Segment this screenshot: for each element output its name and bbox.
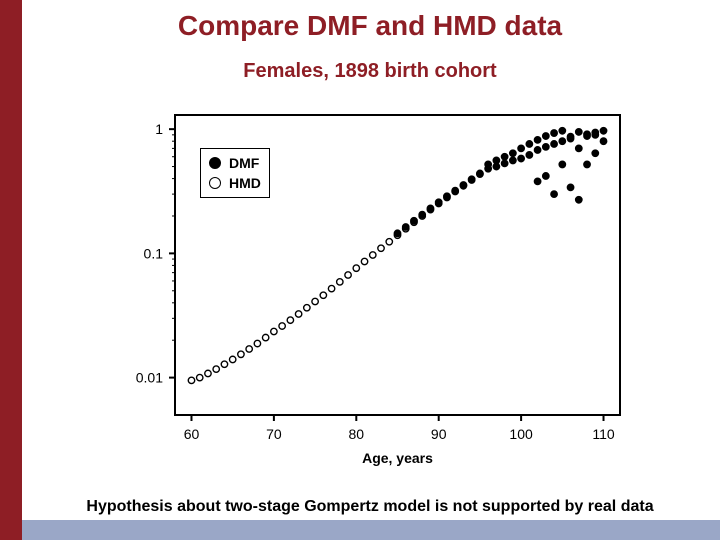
svg-text:1: 1 xyxy=(155,121,163,137)
svg-text:100: 100 xyxy=(509,426,533,442)
svg-text:60: 60 xyxy=(184,426,200,442)
svg-text:0.01: 0.01 xyxy=(136,370,163,386)
legend-label: DMF xyxy=(229,153,259,173)
svg-text:70: 70 xyxy=(266,426,282,442)
chart-legend: DMF HMD xyxy=(200,148,270,198)
svg-text:110: 110 xyxy=(592,426,615,442)
svg-text:Age, years: Age, years xyxy=(362,450,433,466)
legend-item-dmf: DMF xyxy=(209,153,261,173)
svg-text:80: 80 xyxy=(349,426,365,442)
open-circle-icon xyxy=(209,177,221,189)
bottom-accent-bar xyxy=(22,520,720,540)
legend-item-hmd: HMD xyxy=(209,173,261,193)
filled-circle-icon xyxy=(209,157,221,169)
bottom-note: Hypothesis about two-stage Gompertz mode… xyxy=(30,498,710,516)
svg-text:90: 90 xyxy=(431,426,447,442)
legend-label: HMD xyxy=(229,173,261,193)
svg-text:0.1: 0.1 xyxy=(144,245,164,261)
scatter-chart: 60 70 80 90 100 110 Age, years 0.01 0.1 1 xyxy=(0,0,720,540)
slide-frame: Compare DMF and HMD data Females, 1898 b… xyxy=(0,0,720,540)
